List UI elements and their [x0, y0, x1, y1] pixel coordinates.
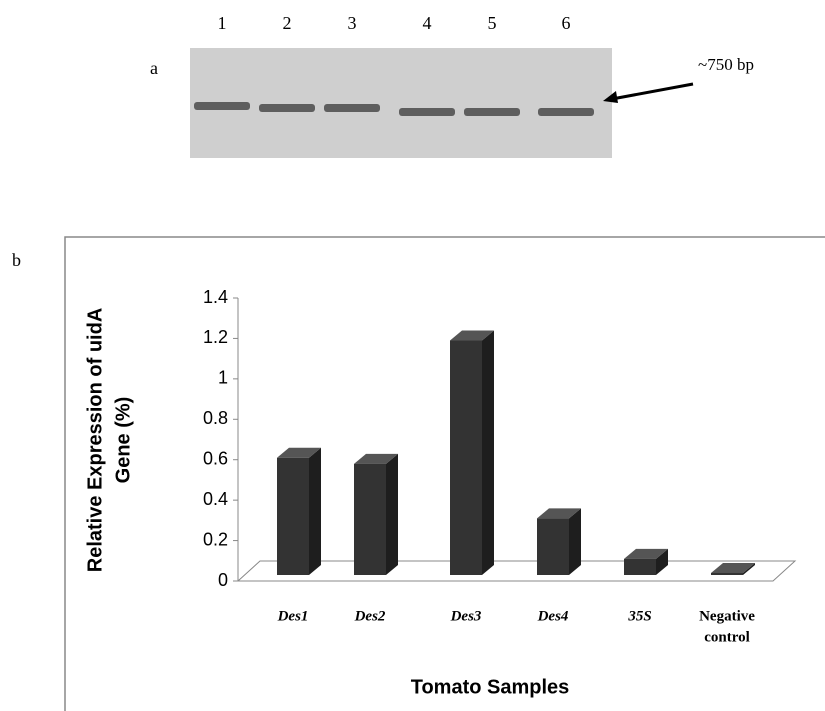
- bar-side: [482, 331, 494, 575]
- lane-number: 5: [488, 13, 497, 33]
- arrow: [612, 84, 693, 99]
- figure: a 1 2 3 4 5 6 ~750 bp b 0 0.2 0.4 0.6 0.8 1 1.2 1.4 D…: [0, 0, 825, 711]
- y-tick-label: 0.4: [203, 489, 228, 509]
- bar-side: [386, 454, 398, 575]
- x-tick-label: Negative: [699, 608, 755, 624]
- gel-band: [194, 102, 250, 110]
- lane-number: 3: [348, 13, 357, 33]
- bar: [711, 573, 743, 575]
- x-axis-title: Tomato Samples: [411, 676, 570, 698]
- y-tick-label: 1.4: [203, 287, 228, 307]
- panel-label: a: [150, 58, 158, 78]
- bar: [277, 458, 309, 575]
- lane-number: 6: [562, 13, 571, 33]
- y-axis-title: Relative Expression of uidA: [84, 308, 106, 573]
- y-tick-label: 0.6: [203, 448, 228, 468]
- gel-band: [259, 104, 315, 112]
- x-tick-label: Des2: [354, 608, 386, 624]
- bar: [450, 341, 482, 575]
- y-tick-label: 0.2: [203, 529, 228, 549]
- x-tick-label: Des3: [450, 608, 482, 624]
- y-tick-label: 0.8: [203, 408, 228, 428]
- lane-number: 4: [423, 13, 432, 33]
- lane-number: 2: [283, 13, 292, 33]
- lane-number: 1: [218, 13, 227, 33]
- bar: [537, 518, 569, 575]
- gel-band: [464, 108, 520, 116]
- gel-band: [399, 108, 455, 116]
- bar-side: [309, 448, 321, 575]
- y-tick-label: 1: [218, 368, 228, 388]
- bar-side: [569, 508, 581, 575]
- gel: [190, 48, 612, 158]
- bar: [624, 559, 656, 575]
- chart: 0 0.2 0.4 0.6 0.8 1 1.2 1.4 Des1 Des2 Des3 Des4 35S N…: [84, 287, 795, 699]
- x-tick-label: Des1: [277, 608, 309, 624]
- x-tick-label: control: [704, 629, 750, 645]
- panel-label: b: [12, 250, 21, 270]
- x-tick-label: 35S: [627, 608, 651, 624]
- y-axis-title: Gene (%): [112, 397, 134, 484]
- floor: [238, 561, 795, 581]
- x-tick-label: Des4: [537, 608, 569, 624]
- gel-band: [324, 104, 380, 112]
- band-label: ~750 bp: [698, 55, 754, 74]
- y-tick-label: 1.2: [203, 327, 228, 347]
- gel-band: [538, 108, 594, 116]
- y-tick-label: 0: [218, 570, 228, 590]
- bar: [354, 464, 386, 575]
